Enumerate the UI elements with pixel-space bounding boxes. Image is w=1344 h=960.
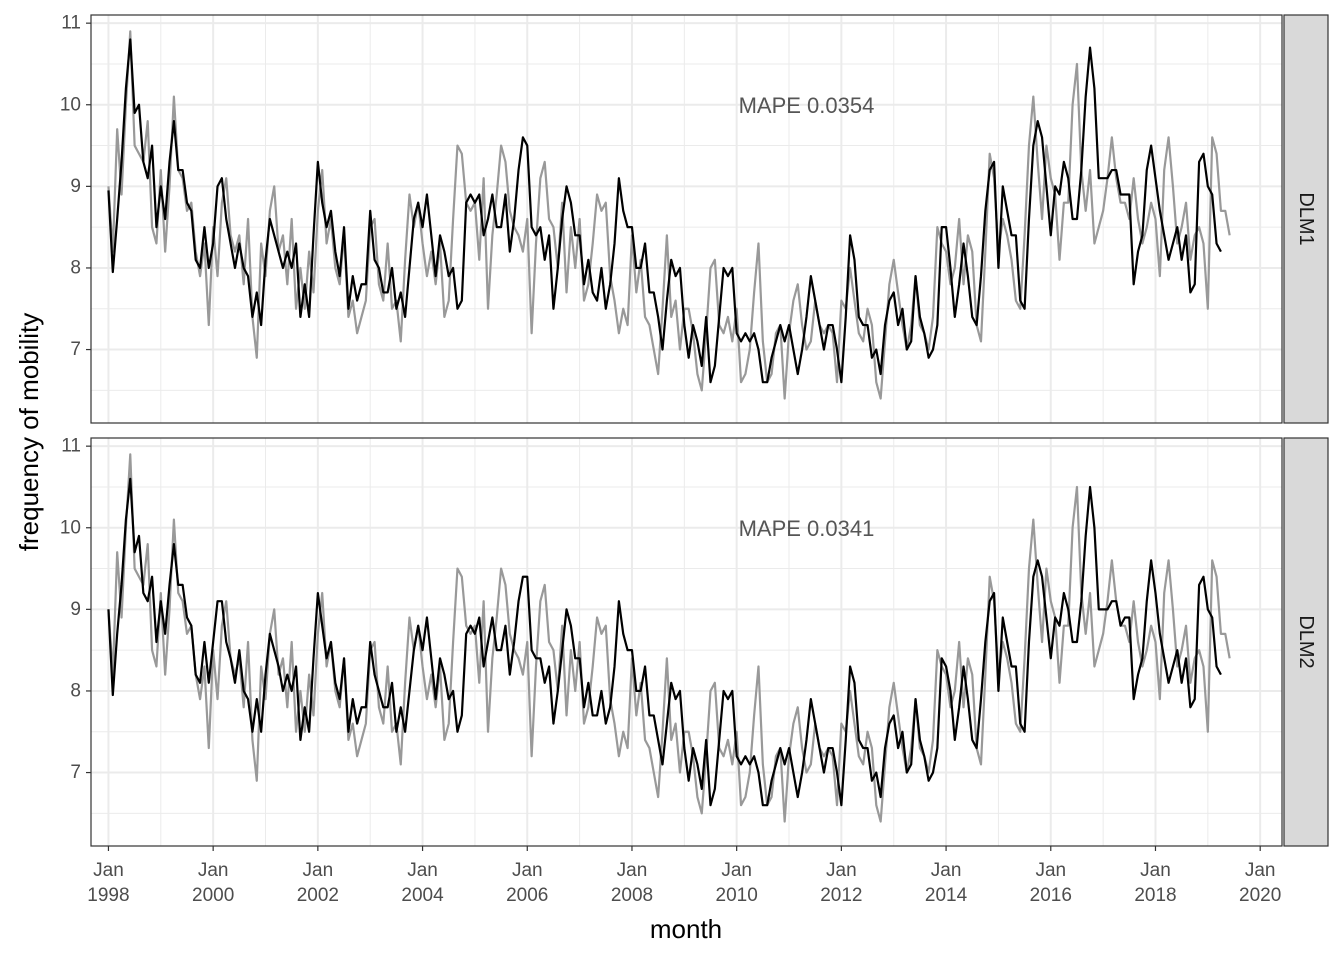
- x-tick-label: Jan 2010: [716, 860, 758, 906]
- x-tick-label: Jan 2002: [297, 860, 339, 906]
- y-tick-label: 11: [61, 436, 81, 457]
- y-tick-label: 9: [70, 599, 81, 620]
- x-tick-label: Jan 2008: [611, 860, 653, 906]
- x-tick-label: Jan 2016: [1030, 860, 1072, 906]
- x-axis-title: month: [650, 914, 722, 944]
- y-tick-label: 9: [70, 176, 81, 197]
- y-axis-title: frequency of mobility: [14, 313, 44, 551]
- x-tick-label: Jan 2012: [820, 860, 862, 906]
- panel-background: [91, 438, 1282, 846]
- panel-border: [90, 14, 1283, 424]
- y-tick-label: 10: [60, 517, 81, 538]
- panel-background: [91, 15, 1282, 423]
- y-tick-label: 11: [61, 13, 81, 34]
- panel-border: [90, 437, 1283, 847]
- facet-strip: [1283, 437, 1329, 847]
- y-tick-label: 7: [70, 762, 81, 783]
- x-tick-label: Jan 2004: [401, 860, 444, 906]
- series-line-2: [107, 477, 1222, 807]
- y-tick-label: 8: [70, 680, 81, 701]
- x-tick-label: Jan 2018: [1134, 860, 1176, 906]
- y-tick-label: 10: [60, 94, 81, 115]
- y-tick-label: 7: [70, 339, 81, 360]
- x-tick-label: Jan 1998: [87, 860, 129, 906]
- x-tick-label: Jan 2014: [925, 860, 968, 906]
- mape-annotation: MAPE 0.0341: [739, 516, 875, 541]
- facet-strip-label: DLM2: [1295, 615, 1317, 668]
- x-tick-label: Jan 2006: [506, 860, 548, 906]
- mape-annotation: MAPE 0.0354: [739, 93, 875, 118]
- facet-strip-label: DLM1: [1295, 192, 1317, 245]
- x-tick-label: Jan 2000: [192, 860, 234, 906]
- x-tick-label: Jan 2020: [1239, 860, 1281, 906]
- y-tick-label: 8: [70, 257, 81, 278]
- facet-strip: [1283, 14, 1329, 424]
- series-line-2: [107, 38, 1222, 384]
